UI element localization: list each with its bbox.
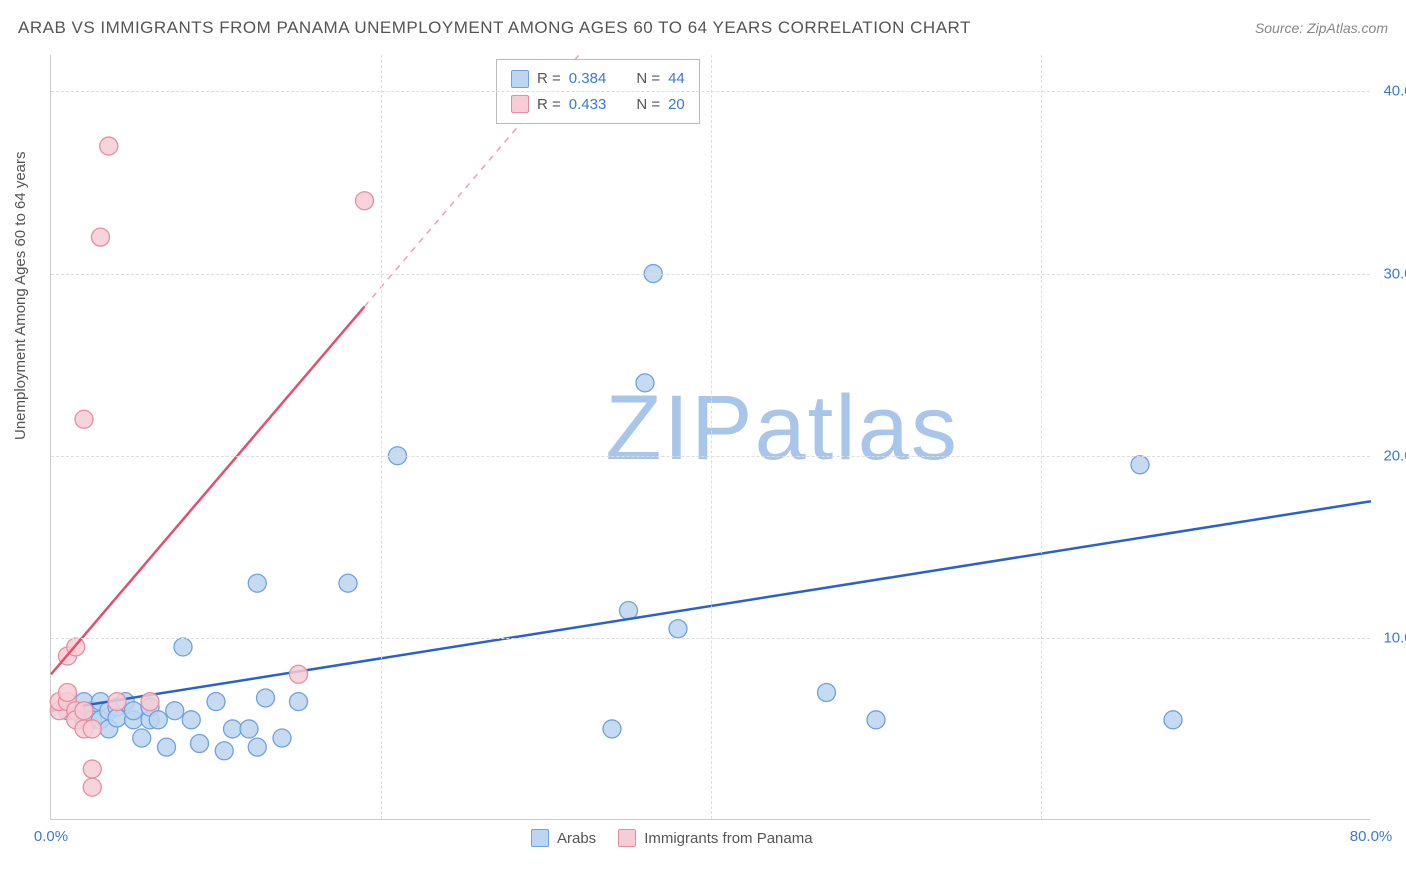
data-point: [83, 760, 101, 778]
legend-n-value: 44: [668, 66, 685, 92]
x-tick-label: 0.0%: [34, 828, 68, 845]
y-axis-label: Unemployment Among Ages 60 to 64 years: [12, 151, 29, 440]
source-label: Source: ZipAtlas.com: [1255, 20, 1388, 36]
data-point: [141, 693, 159, 711]
legend-r-value: 0.433: [569, 92, 607, 118]
legend-r-value: 0.384: [569, 66, 607, 92]
legend-swatch: [511, 95, 529, 113]
data-point: [290, 693, 308, 711]
title-bar: ARAB VS IMMIGRANTS FROM PANAMA UNEMPLOYM…: [18, 18, 1388, 38]
data-point: [290, 665, 308, 683]
data-point: [125, 702, 143, 720]
legend-n-value: 20: [668, 92, 685, 118]
data-point: [867, 711, 885, 729]
y-tick-label: 40.0%: [1376, 83, 1406, 100]
y-tick-label: 10.0%: [1376, 629, 1406, 646]
legend-n-label: N =: [636, 92, 660, 118]
data-point: [174, 638, 192, 656]
legend-item: Arabs: [531, 829, 596, 847]
data-point: [224, 720, 242, 738]
gridline-v: [1041, 55, 1042, 819]
x-tick-label: 80.0%: [1350, 828, 1393, 845]
data-point: [818, 684, 836, 702]
data-point: [257, 689, 275, 707]
data-point: [92, 228, 110, 246]
data-point: [1131, 456, 1149, 474]
data-point: [133, 729, 151, 747]
gridline-v: [381, 55, 382, 819]
data-point: [356, 192, 374, 210]
legend-series-name: Arabs: [557, 830, 596, 847]
data-point: [149, 711, 167, 729]
legend-r-label: R =: [537, 66, 561, 92]
legend-row: R = 0.433 N = 20: [511, 92, 685, 118]
legend-item: Immigrants from Panama: [618, 829, 812, 847]
data-point: [669, 620, 687, 638]
data-point: [158, 738, 176, 756]
data-point: [191, 735, 209, 753]
legend-swatch: [511, 70, 529, 88]
data-point: [248, 738, 266, 756]
data-point: [207, 693, 225, 711]
data-point: [59, 684, 77, 702]
data-point: [636, 374, 654, 392]
y-tick-label: 30.0%: [1376, 265, 1406, 282]
chart-title: ARAB VS IMMIGRANTS FROM PANAMA UNEMPLOYM…: [18, 18, 971, 38]
legend-n-label: N =: [636, 66, 660, 92]
legend-swatch: [618, 829, 636, 847]
data-point: [339, 574, 357, 592]
legend-swatch: [531, 829, 549, 847]
plot-area: ZIPatlas R = 0.384N = 44R = 0.433N = 20 …: [50, 55, 1370, 820]
data-point: [108, 709, 126, 727]
data-point: [75, 702, 93, 720]
data-point: [75, 410, 93, 428]
legend-r-label: R =: [537, 92, 561, 118]
gridline-v: [711, 55, 712, 819]
data-point: [603, 720, 621, 738]
data-point: [248, 574, 266, 592]
data-point: [215, 742, 233, 760]
data-point: [273, 729, 291, 747]
data-point: [182, 711, 200, 729]
data-point: [100, 137, 118, 155]
legend-row: R = 0.384 N = 44: [511, 66, 685, 92]
series-legend: Arabs Immigrants from Panama: [531, 829, 813, 847]
data-point: [240, 720, 258, 738]
data-point: [83, 778, 101, 796]
trend-line: [51, 307, 365, 675]
data-point: [108, 693, 126, 711]
data-point: [83, 720, 101, 738]
data-point: [166, 702, 184, 720]
legend-series-name: Immigrants from Panama: [644, 830, 812, 847]
data-point: [1164, 711, 1182, 729]
y-tick-label: 20.0%: [1376, 447, 1406, 464]
